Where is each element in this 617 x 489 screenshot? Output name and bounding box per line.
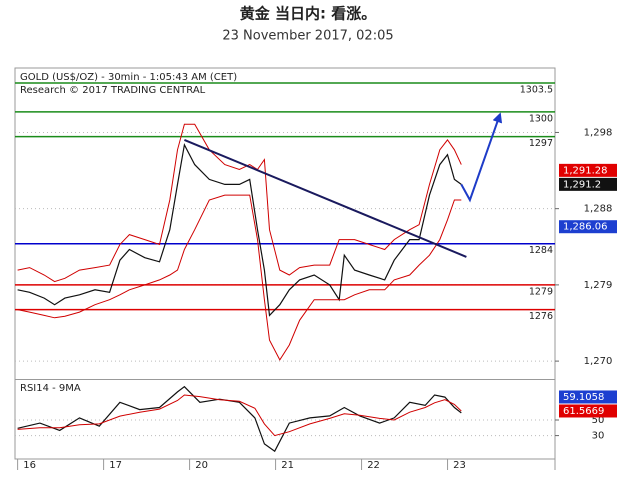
trend-line xyxy=(184,138,467,258)
level-label: 1276 xyxy=(529,311,553,322)
level-label: 1300 xyxy=(529,113,553,124)
y-tick-label: 30 xyxy=(592,431,605,442)
price-box xyxy=(559,390,617,404)
y-tick-label: 1,288 xyxy=(584,204,613,215)
x-tick-label: 21 xyxy=(281,460,294,471)
series-line xyxy=(17,394,462,437)
price-label: 59.1058 xyxy=(563,392,604,403)
level-label: 1303.5 xyxy=(520,85,553,96)
price-box xyxy=(559,163,617,177)
price-box xyxy=(559,220,617,234)
chart-title: 黄金 当日内: 看涨。 xyxy=(240,5,376,23)
x-tick-label: 22 xyxy=(367,460,380,471)
level-label: 1279 xyxy=(529,286,553,297)
price-label: 1,286.06 xyxy=(563,222,608,233)
y-tick-label: 1,279 xyxy=(584,280,613,291)
price-label: 1,291.28 xyxy=(563,165,608,176)
price-label: 1,291.2 xyxy=(563,179,601,190)
forecast-arrow xyxy=(460,112,503,203)
x-tick-label: 16 xyxy=(23,460,36,471)
series-line xyxy=(17,142,462,317)
chart-subtitle: 23 November 2017, 02:05 xyxy=(222,29,393,44)
level-label: 1284 xyxy=(529,245,553,256)
x-tick-label: 23 xyxy=(453,460,466,471)
price-box xyxy=(559,404,617,418)
x-tick-label: 17 xyxy=(109,460,122,471)
level-label: 1297 xyxy=(529,138,553,149)
price-box xyxy=(559,177,617,191)
series-line xyxy=(17,194,462,361)
plot-frame xyxy=(14,67,556,460)
header-line: GOLD (US$/OZ) - 30min - 1:05:43 AM (CET) xyxy=(20,72,237,83)
y-tick-label: 1,270 xyxy=(584,356,613,367)
header-line: Research © 2017 TRADING CENTRAL xyxy=(20,85,206,96)
price-label: 61.5669 xyxy=(563,406,604,417)
y-tick-label: 50 xyxy=(592,415,605,426)
series-line xyxy=(17,385,462,453)
y-tick-label: 1,298 xyxy=(584,127,613,138)
x-tick-label: 20 xyxy=(195,460,208,471)
rsi-label: RSI14 - 9MA xyxy=(20,383,81,394)
